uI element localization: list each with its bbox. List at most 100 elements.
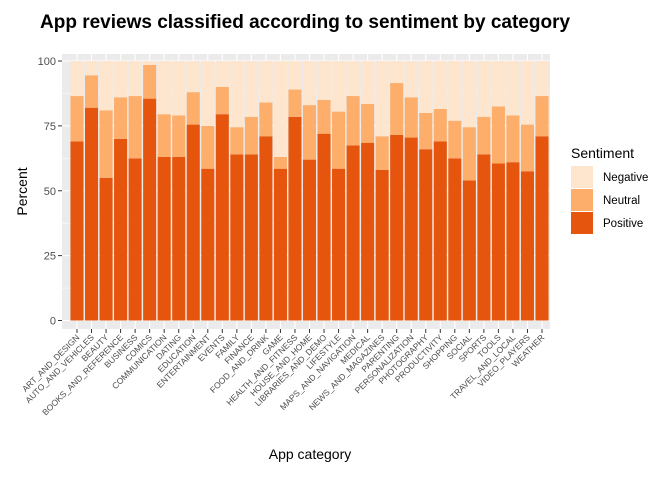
- bar-positive-social: [462, 180, 476, 321]
- bar-negative-events: [215, 61, 229, 87]
- bar-negative-food_and_drink: [259, 61, 273, 103]
- bar-neutral-entertainment: [201, 125, 215, 169]
- bar-neutral-game: [273, 157, 287, 169]
- bar-neutral-comics: [143, 64, 157, 99]
- bar-negative-auto_and_vehicles: [84, 61, 99, 76]
- bar-neutral-education: [186, 92, 200, 125]
- bar-negative-comics: [143, 61, 157, 65]
- y-tick-label: 0: [50, 316, 56, 328]
- bar-neutral-auto_and_vehicles: [84, 75, 99, 108]
- bar-neutral-maps_and_navigation: [346, 96, 360, 146]
- bar-negative-sports: [477, 61, 491, 117]
- legend-title: Sentiment: [571, 145, 634, 161]
- bar-positive-weather: [535, 136, 549, 321]
- bar-neutral-social: [462, 127, 476, 181]
- bar-negative-personalization: [404, 61, 418, 98]
- bar-negative-libraries_and_demo: [317, 61, 331, 100]
- bar-negative-video_players: [520, 61, 535, 125]
- bar-neutral-beauty: [99, 110, 113, 178]
- bars: [70, 61, 549, 321]
- bar-positive-entertainment: [201, 168, 215, 321]
- legend: Sentiment Negative Neutral Positive: [571, 145, 648, 234]
- bar-positive-sports: [477, 154, 491, 321]
- bar-negative-lifestyle: [332, 61, 346, 112]
- legend-label-negative: Negative: [603, 172, 648, 184]
- bar-negative-medical: [361, 61, 375, 104]
- bar-positive-business: [128, 158, 142, 321]
- bar-positive-medical: [361, 142, 375, 321]
- y-tick-label: 100: [38, 56, 56, 68]
- legend-key-positive: [571, 212, 593, 234]
- bar-neutral-photography: [419, 112, 433, 150]
- bar-negative-dating: [172, 61, 186, 116]
- bar-neutral-news_and_magazines: [375, 136, 389, 170]
- bar-positive-health_and_fitness: [288, 116, 302, 321]
- bar-negative-finance: [244, 61, 258, 117]
- bar-positive-family: [230, 154, 244, 321]
- bar-negative-tools: [491, 61, 505, 107]
- bar-negative-business: [128, 61, 142, 97]
- bar-neutral-sports: [477, 116, 491, 155]
- bar-neutral-art_and_design: [70, 96, 84, 142]
- bar-negative-productivity: [433, 61, 447, 110]
- y-tick-label: 50: [44, 186, 56, 198]
- bar-negative-health_and_fitness: [288, 61, 302, 90]
- bar-neutral-parenting: [390, 83, 404, 135]
- bar-positive-news_and_magazines: [375, 169, 389, 321]
- bar-positive-photography: [419, 149, 433, 321]
- bar-positive-video_players: [520, 171, 535, 321]
- bar-neutral-events: [215, 86, 229, 115]
- bar-neutral-weather: [535, 96, 549, 137]
- bar-positive-art_and_design: [70, 141, 84, 321]
- bar-neutral-shopping: [448, 120, 462, 159]
- bar-positive-comics: [143, 98, 157, 321]
- bar-neutral-tools: [491, 106, 505, 164]
- y-tick-label: 25: [44, 251, 56, 263]
- bar-neutral-libraries_and_demo: [317, 99, 331, 134]
- bar-neutral-communication: [157, 114, 171, 158]
- bar-neutral-productivity: [433, 109, 447, 142]
- bar-positive-books_and_reference: [114, 138, 128, 321]
- bar-positive-maps_and_navigation: [346, 145, 360, 321]
- bar-negative-photography: [419, 61, 433, 113]
- bar-negative-art_and_design: [70, 61, 84, 97]
- bar-positive-dating: [172, 157, 186, 321]
- legend-key-negative: [571, 166, 593, 188]
- bar-neutral-video_players: [520, 124, 535, 172]
- legend-label-neutral: Neutral: [603, 195, 640, 207]
- legend-key-neutral: [571, 189, 593, 211]
- bar-negative-shopping: [448, 61, 462, 121]
- bar-positive-shopping: [448, 158, 462, 321]
- bar-neutral-business: [128, 96, 142, 159]
- bar-neutral-house_and_home: [302, 105, 317, 160]
- bar-neutral-medical: [361, 103, 375, 143]
- x-axis-title: App category: [269, 446, 352, 462]
- bar-positive-libraries_and_demo: [317, 133, 331, 321]
- bar-positive-food_and_drink: [259, 136, 273, 321]
- bar-negative-house_and_home: [302, 61, 317, 106]
- bar-neutral-lifestyle: [332, 111, 346, 169]
- bar-negative-family: [230, 61, 244, 128]
- chart-title: App reviews classified according to sent…: [40, 12, 570, 33]
- bar-positive-travel_and_local: [506, 162, 520, 321]
- bar-negative-beauty: [99, 61, 113, 111]
- y-axis-title: Percent: [14, 167, 30, 215]
- bar-positive-auto_and_vehicles: [84, 107, 99, 321]
- bar-negative-books_and_reference: [114, 61, 128, 98]
- y-axis: 0 25 50 75 100: [38, 56, 62, 328]
- bar-positive-parenting: [390, 134, 404, 321]
- bar-neutral-travel_and_local: [506, 115, 520, 163]
- bar-positive-education: [186, 124, 200, 321]
- bar-neutral-finance: [244, 116, 258, 155]
- x-axis: ART_AND_DESIGNAUTO_AND_VEHICLESBEAUTYBOO…: [20, 329, 546, 417]
- bar-neutral-dating: [172, 115, 186, 158]
- bar-positive-productivity: [433, 141, 447, 321]
- bar-negative-maps_and_navigation: [346, 61, 360, 97]
- bar-neutral-health_and_fitness: [288, 89, 302, 117]
- bar-positive-tools: [491, 163, 505, 321]
- bar-negative-education: [186, 61, 200, 93]
- bar-negative-travel_and_local: [506, 61, 520, 116]
- bar-neutral-family: [230, 127, 244, 155]
- bar-positive-personalization: [404, 137, 418, 321]
